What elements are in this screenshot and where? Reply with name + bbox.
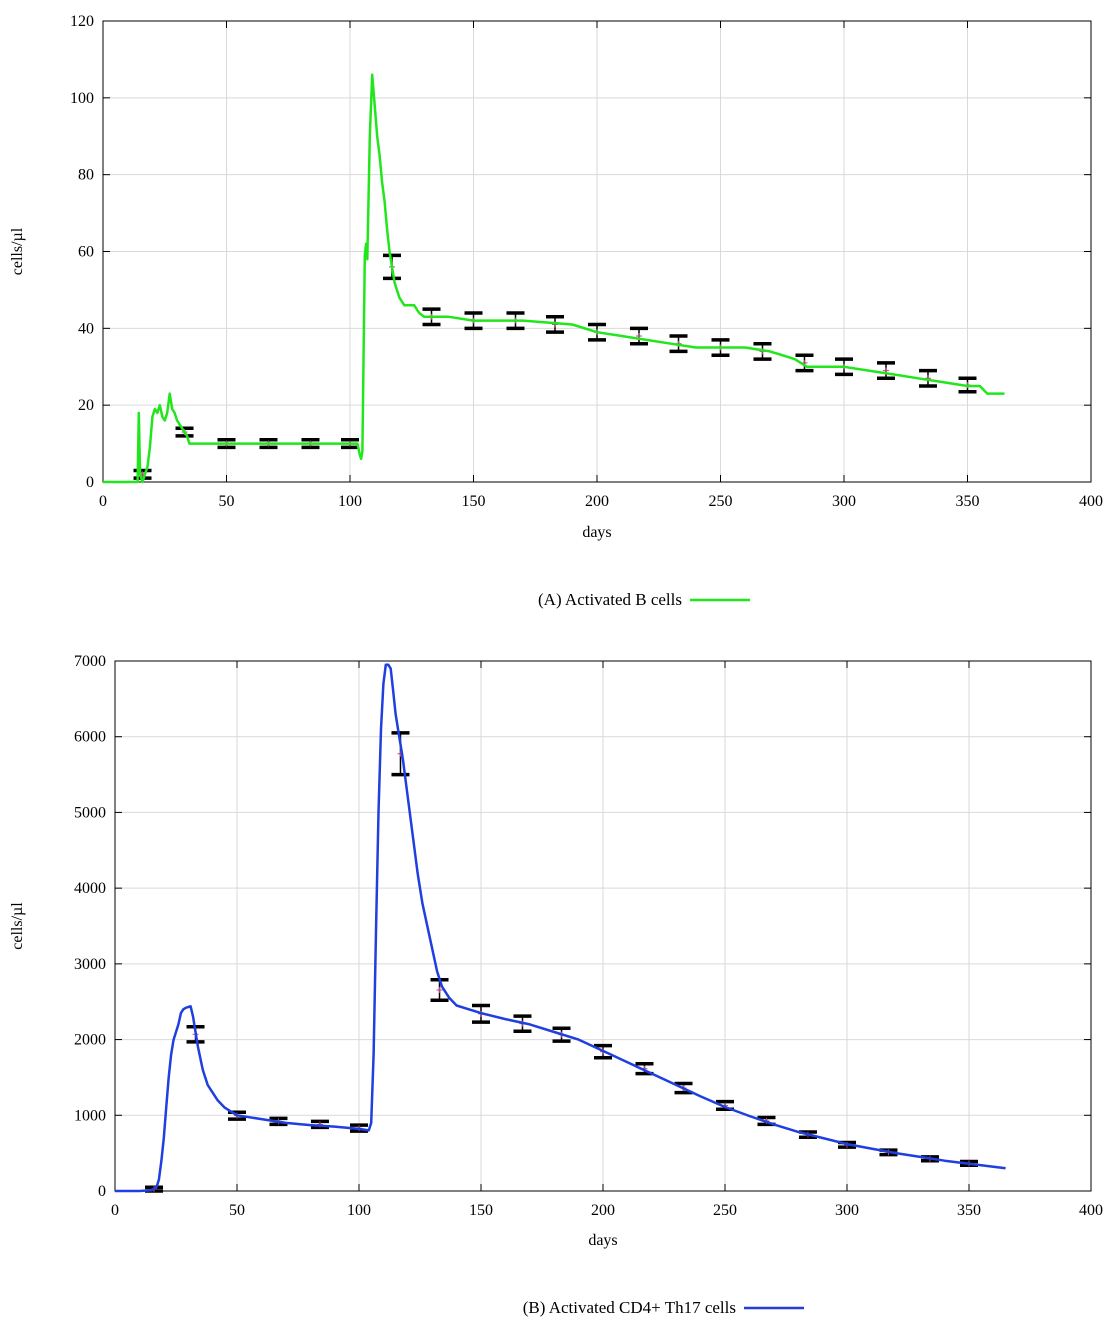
y-axis-label: cells/µl — [9, 227, 26, 275]
series-line — [115, 663, 1006, 1193]
x-tick-label: 350 — [956, 493, 980, 510]
x-tick-label: 150 — [462, 493, 486, 510]
legend-label: (B) Activated CD4+ Th17 cells — [523, 1298, 736, 1317]
error-bar — [876, 361, 895, 381]
y-axis-label: cells/µl — [9, 902, 26, 950]
y-tick-label: 0 — [98, 1183, 106, 1200]
y-tick-label: 100 — [70, 90, 94, 107]
x-tick-label: 0 — [111, 1202, 119, 1219]
x-axis-label: days — [582, 524, 611, 541]
x-tick-label: 250 — [709, 493, 733, 510]
x-tick-label: 200 — [585, 493, 609, 510]
error-bar — [588, 322, 606, 342]
x-tick-label: 250 — [713, 1202, 737, 1219]
y-tick-label: 0 — [86, 474, 94, 491]
chart-activated-b-cells: 0 50 100 150 200 250 300 350 400 0 20 40 60 80 100 120 d… — [9, 13, 1103, 609]
y-tick-label: 80 — [78, 167, 94, 184]
x-tick-label: 100 — [338, 493, 362, 510]
x-tick-label: 400 — [1079, 493, 1103, 510]
x-tick-label: 400 — [1079, 1202, 1103, 1219]
error-bar — [629, 326, 648, 346]
chart-activated-th17-cells: 0 50 100 150 200 250 300 350 4000100020003000400… — [9, 653, 1103, 1317]
y-tick-label: 5000 — [74, 804, 106, 821]
y-tick-label: 4000 — [74, 880, 106, 897]
x-tick-label: 150 — [469, 1202, 493, 1219]
y-tick-label: 7000 — [74, 653, 106, 670]
y-tick-label: 20 — [78, 397, 94, 414]
error-bar — [546, 315, 565, 334]
y-tick-label: 40 — [78, 320, 94, 337]
y-tick-label: 60 — [78, 244, 94, 261]
error-bar — [133, 468, 152, 480]
y-tick-label: 120 — [70, 13, 94, 30]
y-tick-label: 1000 — [74, 1107, 106, 1124]
y-tick-label: 3000 — [74, 956, 106, 973]
error-bars — [145, 731, 978, 1193]
x-tick-label: 100 — [347, 1202, 371, 1219]
x-tick-label: 200 — [591, 1202, 615, 1219]
x-tick-label: 0 — [99, 493, 107, 510]
error-bar — [217, 437, 236, 450]
legend-label: (A) Activated B cells — [538, 590, 682, 609]
y-tick-label: 6000 — [74, 729, 106, 746]
series-line — [103, 73, 1005, 484]
x-axis-label: days — [588, 1232, 617, 1249]
x-tick-label: 50 — [229, 1202, 245, 1219]
error-bar — [753, 341, 772, 361]
x-tick-label: 300 — [832, 493, 856, 510]
x-tick-label: 50 — [219, 493, 235, 510]
x-tick-label: 350 — [957, 1202, 981, 1219]
y-tick-label: 2000 — [74, 1032, 106, 1049]
x-tick-label: 300 — [835, 1202, 859, 1219]
error-bar — [795, 353, 814, 373]
